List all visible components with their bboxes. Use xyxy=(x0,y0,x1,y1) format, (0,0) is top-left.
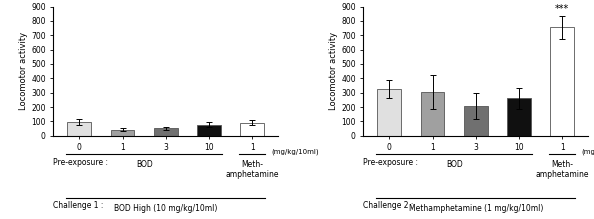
Text: Meth-
amphetamine: Meth- amphetamine xyxy=(535,160,589,179)
Text: BOD: BOD xyxy=(136,160,153,169)
Text: Pre-exposure :: Pre-exposure : xyxy=(364,158,418,167)
Bar xyxy=(421,92,444,136)
Text: Methamphetamine (1 mg/kg/10ml): Methamphetamine (1 mg/kg/10ml) xyxy=(409,204,543,213)
Bar xyxy=(464,106,488,136)
Text: BOD High (10 mg/kg/10ml): BOD High (10 mg/kg/10ml) xyxy=(114,204,217,213)
Y-axis label: Locomotor activity: Locomotor activity xyxy=(330,32,339,110)
Text: ***: *** xyxy=(555,4,569,14)
Text: Meth-
amphetamine: Meth- amphetamine xyxy=(225,160,279,179)
Bar xyxy=(507,99,531,136)
Bar xyxy=(377,89,401,136)
Bar xyxy=(197,125,221,136)
Text: (mg/kg/10ml): (mg/kg/10ml) xyxy=(271,149,319,155)
Text: BOD: BOD xyxy=(446,160,463,169)
Text: (mg/kg/10ml): (mg/kg/10ml) xyxy=(582,149,594,155)
Bar xyxy=(241,123,264,136)
Bar xyxy=(550,27,574,136)
Bar xyxy=(154,128,178,136)
Bar xyxy=(110,130,134,136)
Y-axis label: Locomotor activity: Locomotor activity xyxy=(20,32,29,110)
Text: Challenge 1 :: Challenge 1 : xyxy=(53,201,104,210)
Bar xyxy=(68,122,91,136)
Text: Challenge 2 :: Challenge 2 : xyxy=(364,201,414,210)
Text: Pre-exposure :: Pre-exposure : xyxy=(53,158,109,167)
